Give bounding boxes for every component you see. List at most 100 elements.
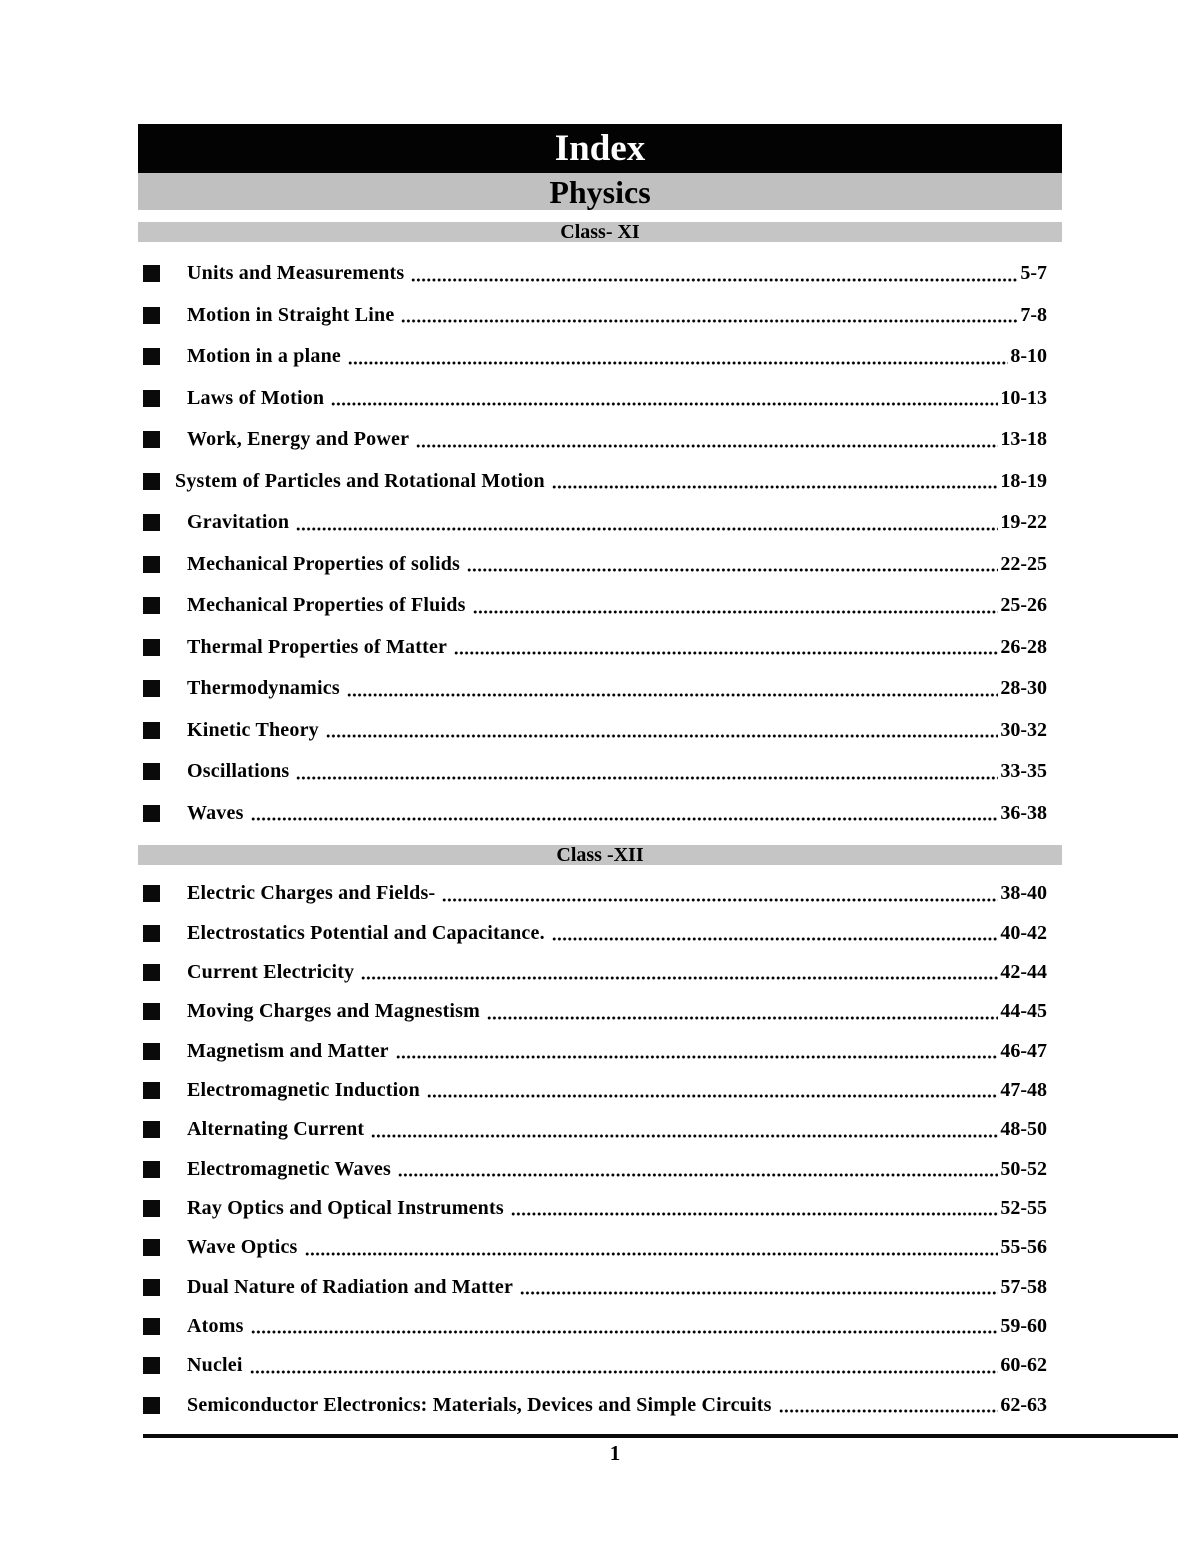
chapter-title: Electromagnetic Induction [187, 1078, 420, 1101]
page-range: 5-7 [1020, 262, 1047, 285]
square-bullet-icon [143, 1160, 160, 1178]
chapter-title: Semiconductor Electronics: Materials, De… [187, 1393, 772, 1416]
toc-item: Waves 36-38 [138, 793, 1062, 835]
page-range: 60-62 [1000, 1354, 1047, 1377]
square-bullet-icon [143, 1239, 160, 1257]
dot-leader [401, 319, 1019, 324]
index-document: Index Physics Class- XI Units and Measur… [138, 124, 1178, 1467]
dot-leader [778, 1409, 999, 1414]
toc-item: Thermodynamics 28-30 [138, 668, 1062, 710]
chapter-title: Moving Charges and Magnestism [187, 1000, 481, 1023]
page-range: 8-10 [1010, 345, 1047, 368]
dot-leader [442, 897, 999, 902]
dot-leader [487, 1015, 999, 1020]
dot-leader [454, 651, 999, 656]
square-bullet-icon [143, 514, 160, 532]
page-range: 50-52 [1000, 1157, 1047, 1180]
chapter-title: Waves [187, 801, 244, 824]
section-header-bar: Class- XI [138, 222, 1062, 242]
toc-item: Gravitation 19-22 [138, 502, 1062, 544]
toc-item: Laws of Motion 10-13 [138, 378, 1062, 420]
square-bullet-icon [143, 1121, 160, 1139]
page-range: 47-48 [1000, 1078, 1047, 1101]
square-bullet-icon [143, 804, 160, 822]
square-bullet-icon [143, 555, 160, 573]
document-header: Index Physics [138, 124, 1062, 210]
square-bullet-icon [143, 721, 160, 739]
chapter-title: Motion in Straight Line [187, 303, 395, 326]
section-label: Class- XI [560, 221, 640, 243]
square-bullet-icon [143, 348, 160, 366]
dot-leader [472, 609, 999, 614]
dot-leader [296, 526, 999, 531]
toc-item: Alternating Current 48-50 [138, 1110, 1062, 1149]
page-range: 19-22 [1000, 511, 1047, 534]
square-bullet-icon [143, 1081, 160, 1099]
section-header-bar: Class -XII [138, 845, 1062, 865]
dot-leader [411, 277, 1019, 282]
subject-title: Physics [549, 173, 651, 210]
square-bullet-icon [143, 389, 160, 407]
page-range: 38-40 [1000, 882, 1047, 905]
dot-leader [467, 568, 999, 573]
page-range: 48-50 [1000, 1118, 1047, 1141]
chapter-title: Thermodynamics [187, 677, 340, 700]
dot-leader [395, 1055, 999, 1060]
toc-item: Electric Charges and Fields- 38-40 [138, 874, 1062, 913]
toc-item: Oscillations 33-35 [138, 751, 1062, 793]
toc-item: Moving Charges and Magnestism 44-45 [138, 992, 1062, 1031]
toc-item: Units and Measurements 5-7 [138, 253, 1062, 295]
dot-leader [296, 775, 999, 780]
chapter-title: Work, Energy and Power [187, 428, 410, 451]
page-range: 28-30 [1000, 677, 1047, 700]
toc-item: Atoms 59-60 [138, 1307, 1062, 1346]
dot-leader [361, 976, 999, 981]
chapter-title: Electromagnetic Waves [187, 1157, 391, 1180]
chapter-title: Alternating Current [187, 1118, 365, 1141]
square-bullet-icon [143, 638, 160, 656]
page-range: 33-35 [1000, 760, 1047, 783]
chapter-title: Laws of Motion [187, 386, 325, 409]
chapter-title: Mechanical Properties of Fluids [187, 594, 466, 617]
chapter-title: Motion in a plane [187, 345, 341, 368]
square-bullet-icon [143, 1278, 160, 1296]
toc-section: Class- XI Units and Measurements 5-7 Mot… [138, 222, 1062, 834]
section-item-list: Units and Measurements 5-7 Motion in Str… [138, 253, 1062, 834]
square-bullet-icon [143, 597, 160, 615]
toc-sections: Class- XI Units and Measurements 5-7 Mot… [138, 222, 1062, 1425]
chapter-title: Mechanical Properties of solids [187, 552, 461, 575]
dot-leader [520, 1291, 999, 1296]
dot-leader [416, 443, 999, 448]
dot-leader [510, 1212, 999, 1217]
chapter-title: Electric Charges and Fields- [187, 882, 436, 905]
chapter-title: Atoms [187, 1314, 244, 1337]
square-bullet-icon [143, 472, 160, 490]
toc-item: Motion in Straight Line 7-8 [138, 295, 1062, 337]
toc-item: Wave Optics 55-56 [138, 1228, 1062, 1267]
toc-item: Electrostatics Potential and Capacitance… [138, 913, 1062, 952]
page-range: 13-18 [1000, 428, 1047, 451]
square-bullet-icon [143, 963, 160, 981]
dot-leader [551, 485, 999, 490]
section-item-list: Electric Charges and Fields- 38-40 Elect… [138, 874, 1062, 1425]
document-footer: 1 [138, 1433, 1178, 1467]
square-bullet-icon [143, 306, 160, 324]
toc-item: Electromagnetic Induction 47-48 [138, 1071, 1062, 1110]
toc-item: Nuclei 60-62 [138, 1346, 1062, 1385]
square-bullet-icon [143, 1199, 160, 1217]
page-range: 25-26 [1000, 594, 1047, 617]
square-bullet-icon [143, 1396, 160, 1414]
chapter-title: Dual Nature of Radiation and Matter [187, 1275, 514, 1298]
square-bullet-icon [143, 1003, 160, 1021]
square-bullet-icon [143, 885, 160, 903]
page-range: 18-19 [1000, 469, 1047, 492]
page-range: 57-58 [1000, 1275, 1047, 1298]
page-range: 10-13 [1000, 386, 1047, 409]
dot-leader [426, 1094, 999, 1099]
toc-item: Motion in a plane 8-10 [138, 336, 1062, 378]
dot-leader [325, 734, 999, 739]
page-number: 1 [609, 1441, 621, 1466]
toc-item: Thermal Properties of Matter 26-28 [138, 627, 1062, 669]
dot-leader [397, 1173, 999, 1178]
